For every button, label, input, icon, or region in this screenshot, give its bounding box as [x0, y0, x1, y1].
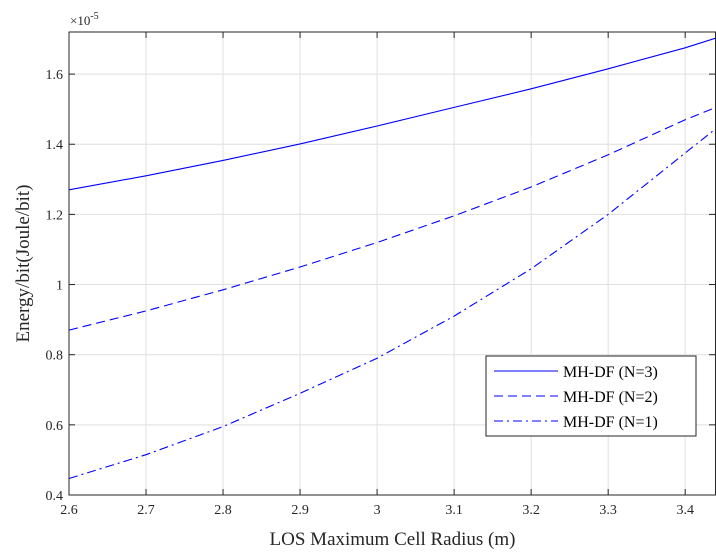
y-axis-title: Energy/bit(Joule/bit): [13, 185, 34, 343]
x-tick-label: 3.3: [599, 503, 617, 518]
y-tick-label: 0.6: [46, 419, 64, 434]
legend: MH-DF (N=3) MH-DF (N=2) MH-DF (N=1): [485, 355, 697, 437]
y-tick-label: 1.2: [46, 208, 64, 223]
legend-label-3: MH-DF (N=1): [563, 414, 658, 431]
x-tick-label: 3: [374, 503, 381, 518]
x-tick-label: 3.4: [676, 503, 694, 518]
legend-label-1: MH-DF (N=3): [563, 364, 658, 381]
y-tick-label: 1.4: [46, 138, 64, 153]
series-line-3: [68, 128, 716, 480]
series-line-1: [68, 37, 716, 191]
axis-ticks: [68, 32, 715, 496]
x-tick-label: 2.7: [137, 503, 155, 518]
y-tick-label: 0.4: [46, 489, 64, 504]
tick-labels: 2.6 2.7 2.8 2.9 3 3.1 3.2 3.3 3.4 0.4 0.6 0.8 1 1.2 1.…: [46, 68, 694, 518]
series-lines: [68, 37, 716, 480]
x-tick-label: 3.1: [445, 503, 463, 518]
y-tick-label: 0.8: [46, 349, 64, 364]
x-tick-label: 3.2: [522, 503, 540, 518]
x-tick-label: 2.8: [214, 503, 232, 518]
y-tick-label: 1: [56, 279, 63, 294]
y-tick-label: 1.6: [46, 68, 64, 83]
x-tick-label: 2.6: [60, 503, 78, 518]
legend-label-2: MH-DF (N=2): [563, 389, 658, 406]
legend-box: [485, 355, 697, 437]
x-axis-title: LOS Maximum Cell Radius (m): [270, 529, 516, 550]
series-line-2: [68, 106, 716, 331]
y-axis-multiplier: ×10-5: [70, 11, 99, 28]
x-tick-label: 2.9: [291, 503, 309, 518]
